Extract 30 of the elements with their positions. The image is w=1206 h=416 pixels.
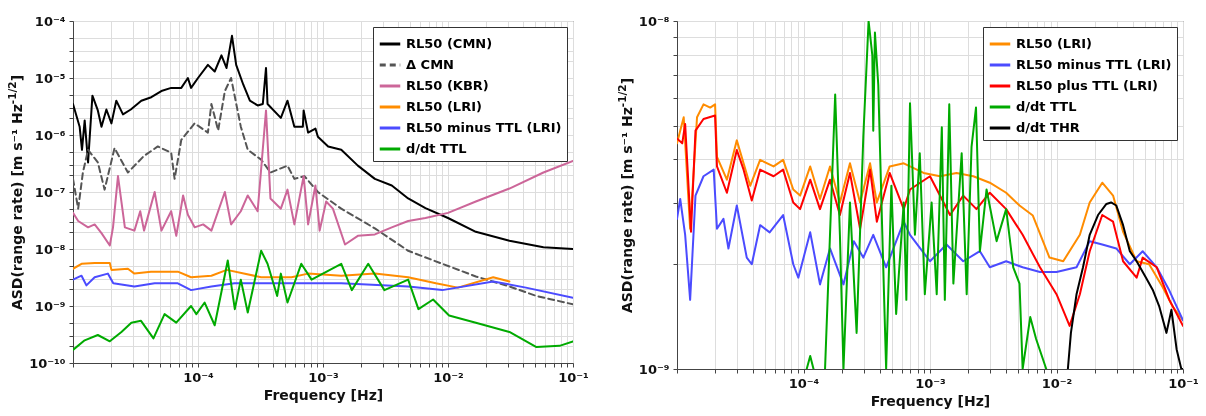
x-tick-label: 10⁻¹: [558, 369, 589, 385]
x-tick-label: 10⁻³: [915, 375, 946, 391]
x-axis-title: Frequency [Hz]: [870, 392, 991, 409]
legend-label: RL50 (CMN): [406, 36, 493, 51]
y-tick-label: 10⁻⁸: [638, 13, 670, 29]
y-tick-label: 10⁻⁴: [34, 13, 66, 29]
legend-label: RL50 plus TTL (LRI): [1016, 78, 1159, 93]
legend-label: d/dt THR: [1016, 120, 1080, 135]
y-tick-label: 10⁻¹⁰: [29, 355, 66, 371]
y-tick-label: 10⁻⁵: [34, 70, 66, 86]
legend-label: d/dt TTL: [406, 141, 467, 156]
x-tick-label: 10⁻³: [308, 369, 339, 385]
y-tick-label: 10⁻⁸: [34, 241, 66, 257]
x-tick-label: 10⁻¹: [1168, 375, 1199, 391]
x-tick-label: 10⁻²: [1041, 375, 1073, 391]
legend-label: RL50 (LRI): [406, 99, 482, 114]
y-tick-label: 10⁻⁶: [34, 127, 66, 143]
legend-label: d/dt TTL: [1016, 99, 1077, 114]
y-tick-label: 10⁻⁹: [638, 361, 670, 377]
legend-label: RL50 minus TTL (LRI): [1016, 57, 1172, 72]
legend-label: RL50 minus TTL (LRI): [406, 120, 562, 135]
x-tick-label: 10⁻²: [433, 369, 464, 385]
x-tick-label: 10⁻⁴: [788, 375, 820, 391]
y-tick-label: 10⁻⁹: [34, 298, 66, 314]
y-tick-label: 10⁻⁷: [34, 184, 66, 200]
legend-label: RL50 (KBR): [406, 78, 489, 93]
x-axis-title: Frequency [Hz]: [263, 386, 384, 403]
x-tick-label: 10⁻⁴: [183, 369, 215, 385]
legend-label: RL50 (LRI): [1016, 36, 1092, 51]
legend-label: Δ CMN: [406, 57, 454, 72]
